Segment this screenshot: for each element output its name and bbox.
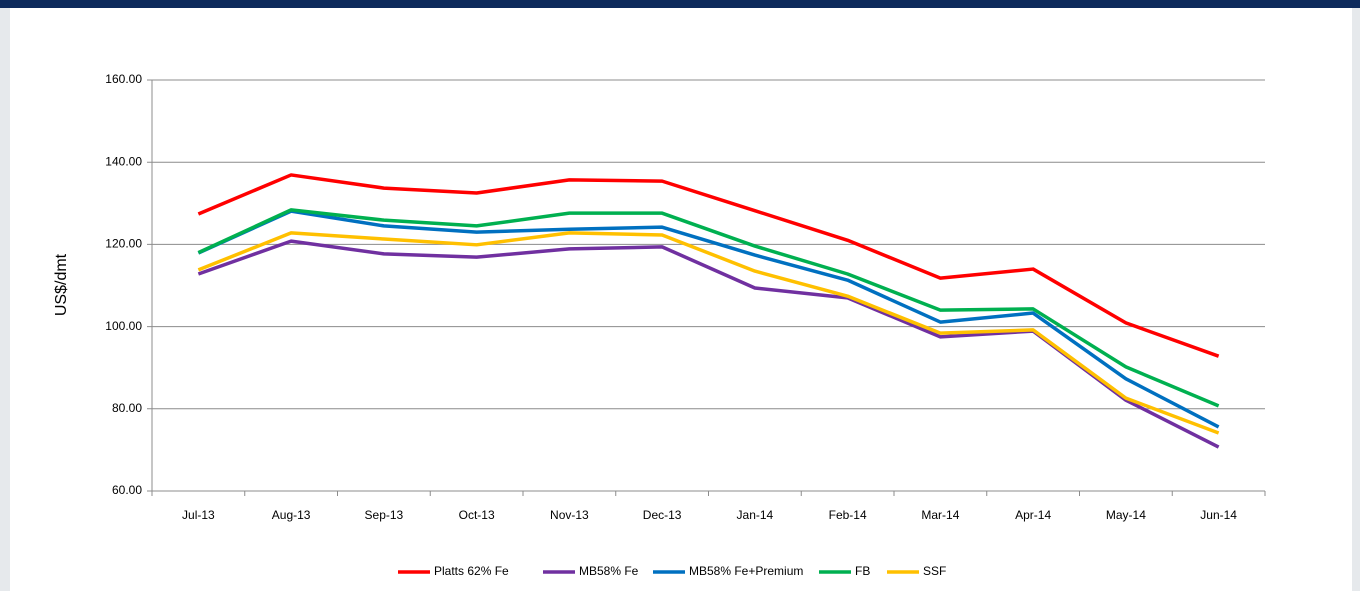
x-tick-label: Jan-14 <box>737 508 774 522</box>
series-line <box>197 209 1220 429</box>
legend-label: SSF <box>923 564 946 578</box>
y-tick-label: 160.00 <box>105 72 142 86</box>
x-tick-label: Mar-14 <box>921 508 959 522</box>
series-line <box>197 173 1220 358</box>
series-line <box>197 208 1220 408</box>
legend-label: Platts 62% Fe <box>434 564 509 578</box>
series-line <box>197 239 1220 449</box>
y-tick-label: 80.00 <box>112 401 142 415</box>
x-tick-label: Aug-13 <box>272 508 311 522</box>
x-tick-label: May-14 <box>1106 508 1146 522</box>
x-tick-label: Sep-13 <box>365 508 404 522</box>
legend-label: FB <box>855 564 870 578</box>
left-frame <box>0 8 10 591</box>
legend-label: MB58% Fe <box>579 564 639 578</box>
y-tick-label: 60.00 <box>112 483 142 497</box>
series-line <box>197 231 1220 435</box>
x-tick-label: Apr-14 <box>1015 508 1051 522</box>
y-tick-label: 140.00 <box>105 154 142 168</box>
legend-label: MB58% Fe+Premium <box>689 564 803 578</box>
x-tick-label: Feb-14 <box>829 508 867 522</box>
top-bar <box>0 0 1360 8</box>
y-tick-label: 100.00 <box>105 319 142 333</box>
x-tick-label: Jun-14 <box>1200 508 1237 522</box>
y-axis-label: US$/dmt <box>53 253 70 316</box>
y-tick-label: 120.00 <box>105 237 142 251</box>
x-tick-label: Nov-13 <box>550 508 589 522</box>
x-tick-label: Jul-13 <box>182 508 215 522</box>
right-frame <box>1352 8 1360 591</box>
x-tick-label: Dec-13 <box>643 508 682 522</box>
x-tick-label: Oct-13 <box>459 508 495 522</box>
